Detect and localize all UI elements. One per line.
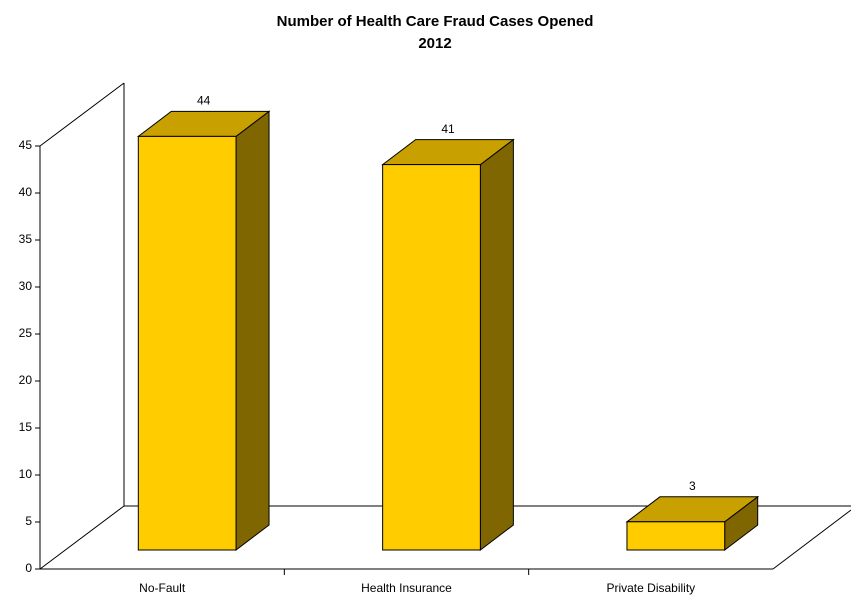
floor-edge — [39, 505, 125, 570]
bar-side — [479, 138, 514, 552]
bar — [137, 135, 237, 551]
bar — [626, 521, 726, 551]
floor-edge — [772, 509, 851, 570]
value-label: 3 — [689, 479, 696, 493]
y-tick-label: 25 — [19, 326, 33, 340]
y-tick-label: 20 — [19, 373, 33, 387]
x-tick-label: Health Insurance — [361, 581, 452, 595]
y-tick-label: 35 — [19, 232, 33, 246]
x-tick-label: No-Fault — [139, 581, 186, 595]
value-label: 44 — [197, 94, 211, 108]
y-tick-label: 40 — [19, 185, 33, 199]
y-tick-label: 45 — [19, 138, 33, 152]
bar — [382, 164, 481, 551]
value-label: 41 — [441, 122, 455, 136]
y-tick-label: 10 — [19, 467, 33, 481]
chart-subtitle: 2012 — [418, 35, 451, 52]
y-tick-label: 0 — [25, 561, 32, 575]
y-tick-label: 15 — [19, 420, 33, 434]
wall-edge — [39, 82, 125, 147]
y-tick-label: 5 — [25, 514, 32, 528]
bar-side — [235, 110, 270, 552]
x-tick-label: Private Disability — [606, 581, 695, 595]
y-tick-label: 30 — [19, 279, 33, 293]
chart-title: Number of Health Care Fraud Cases Opened — [277, 13, 594, 30]
